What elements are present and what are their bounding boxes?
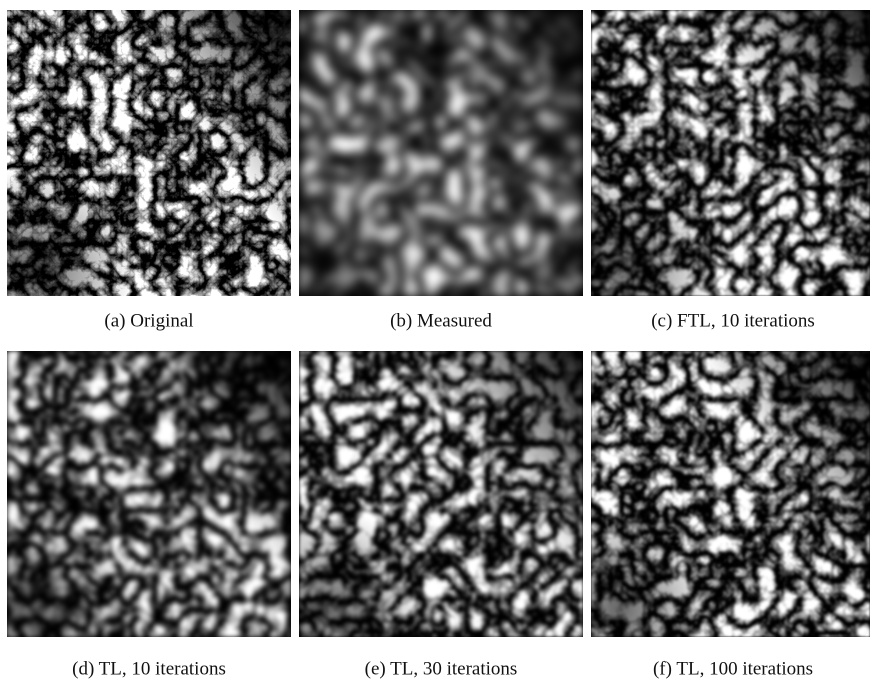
panel-image [7, 10, 291, 296]
image-corner [591, 351, 870, 637]
panel: (a) Original [7, 10, 291, 331]
panel-image [299, 351, 583, 637]
image-corner [7, 10, 291, 296]
image-corner [299, 10, 583, 296]
figure: (a) Original (b) Measured (c) FTL, 10 iter… [0, 0, 870, 684]
panel-caption: (b) Measured [390, 310, 492, 331]
image-corner [591, 10, 870, 296]
panel: (e) TL, 30 iterations [299, 351, 583, 679]
image-corner [7, 351, 291, 637]
panel-caption: (c) FTL, 10 iterations [651, 310, 815, 331]
panel: (c) FTL, 10 iterations [591, 10, 870, 331]
panel: (d) TL, 10 iterations [7, 351, 291, 679]
panel: (f) TL, 100 iterations [591, 351, 870, 679]
panel-caption: (d) TL, 10 iterations [72, 658, 226, 679]
panel-caption: (f) TL, 100 iterations [653, 658, 813, 679]
panel-caption: (a) Original [104, 310, 193, 331]
panel-image [591, 351, 870, 637]
panel-image [7, 351, 291, 637]
panel-image [299, 10, 583, 296]
panel: (b) Measured [299, 10, 583, 331]
image-corner [299, 351, 583, 637]
panel-image [591, 10, 870, 296]
panel-caption: (e) TL, 30 iterations [365, 658, 518, 679]
